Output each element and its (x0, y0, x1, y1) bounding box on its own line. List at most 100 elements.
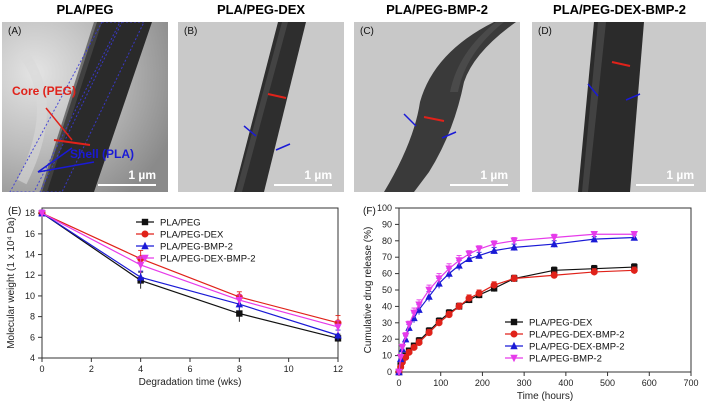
legend-label: PLA/PEG-DEX (529, 318, 593, 329)
data-point (455, 302, 463, 310)
y-tick-label: 100 (377, 203, 392, 213)
y-tick-label: 10 (382, 351, 392, 361)
data-point (395, 368, 403, 377)
y-axis-label: Cumulative drug release (%) (363, 227, 374, 354)
legend-marker (510, 354, 518, 363)
x-tick-label: 500 (600, 378, 615, 388)
tem-image-a: (A) Core (PEG) Shell (PLA) 1 µm (2, 22, 168, 192)
series-line (41, 212, 339, 339)
legend-label: PLA/PEG-DEX-BMP-2 (160, 254, 256, 265)
legend-label: PLA/PEG-BMP-2 (529, 354, 602, 365)
x-tick-label: 300 (517, 378, 532, 388)
x-tick-label: 2 (89, 364, 94, 374)
x-tick-label: 400 (558, 378, 573, 388)
legend-marker (510, 318, 518, 326)
data-point (410, 309, 418, 318)
y-tick-label: 70 (382, 252, 392, 262)
y-tick-label: 20 (382, 334, 392, 344)
x-tick-label: 8 (237, 364, 242, 374)
panel-label: (F) (363, 206, 376, 217)
legend-label: PLA/PEG-BMP-2 (160, 242, 233, 253)
data-point (435, 275, 443, 283)
y-tick-label: 14 (25, 250, 35, 260)
y-tick-label: 12 (25, 270, 35, 280)
panel-label-c: (C) (360, 26, 374, 37)
scale-label-a: 1 µm (128, 168, 156, 182)
data-point (396, 354, 405, 362)
x-tick-label: 600 (642, 378, 657, 388)
panel-label-d: (D) (538, 26, 552, 37)
data-point (590, 234, 598, 243)
x-tick-label: 100 (433, 378, 448, 388)
data-point (465, 254, 473, 263)
data-point (510, 237, 518, 245)
data-point (445, 265, 453, 273)
legend-label: PLA/PEG-DEX-BMP-2 (529, 342, 625, 353)
legend-label: PLA/PEG (160, 218, 201, 229)
y-tick-label: 90 (382, 219, 392, 229)
y-tick-label: 10 (25, 291, 35, 301)
y-tick-label: 60 (382, 269, 392, 279)
chart-e-svg: (E) 0 2 4 6 8 10 12 4 6 8 10 12 14 16 18 Degradation tim… (6, 206, 343, 388)
data-point (550, 234, 558, 242)
data-point (398, 344, 407, 352)
y-tick-label: 30 (382, 318, 392, 328)
data-point (455, 257, 463, 265)
y-tick-label: 6 (30, 332, 35, 342)
chart-f-svg: (F) 0 100 200 300 400 500 600 700 0 10 20 30 40 50 60 70… (363, 203, 699, 402)
data-point (38, 209, 46, 218)
x-tick-label: 0 (396, 378, 401, 388)
data-point (401, 332, 410, 341)
data-point (136, 273, 145, 281)
x-tick-label: 4 (138, 364, 143, 374)
panel-title-b: PLA/PEG-DEX (216, 2, 306, 17)
data-point (510, 275, 518, 283)
data-point (435, 319, 443, 327)
data-point (475, 289, 483, 297)
y-tick-label: 8 (30, 312, 35, 322)
x-tick-label: 200 (475, 378, 490, 388)
tem-image-b: (B) 1 µm (178, 22, 344, 192)
series-line (41, 212, 339, 324)
data-point (402, 353, 410, 361)
legend-marker (141, 241, 149, 250)
panel-title-d: PLA/PEG-DEX-BMP-2 (553, 2, 686, 17)
panel-label-a: (A) (8, 26, 22, 37)
data-point (445, 311, 453, 319)
scale-label-d: 1 µm (666, 168, 694, 182)
data-point (510, 243, 518, 251)
x-axis-label: Time (hours) (517, 391, 573, 402)
y-tick-label: 80 (382, 236, 392, 246)
y-tick-label: 0 (387, 367, 392, 377)
tem-image-d: (D) 1 µm (532, 22, 706, 192)
x-tick-label: 700 (683, 378, 698, 388)
scale-label-b: 1 µm (304, 168, 332, 182)
x-tick-label: 0 (39, 364, 44, 374)
data-point (425, 329, 433, 337)
data-point (465, 250, 473, 259)
core-annotation: Core (PEG) (12, 84, 77, 98)
data-point (550, 271, 558, 279)
panel-label-b: (B) (184, 26, 198, 37)
data-point (590, 268, 598, 276)
scale-bar-b (274, 184, 332, 186)
legend-marker (510, 341, 518, 350)
x-tick-label: 12 (333, 364, 343, 374)
data-point (425, 292, 433, 300)
series-line (41, 212, 339, 328)
data-point (334, 331, 342, 339)
series-line (41, 212, 339, 336)
y-tick-label: 18 (25, 208, 35, 218)
data-point (405, 348, 413, 356)
data-point (405, 321, 413, 329)
data-point (475, 251, 483, 259)
legend-marker (510, 330, 518, 338)
data-point (136, 261, 145, 270)
legend-marker (141, 254, 149, 263)
x-tick-label: 6 (187, 364, 192, 374)
panel-title-a: PLA/PEG (56, 2, 114, 17)
y-tick-label: 50 (382, 285, 392, 295)
data-point (334, 323, 342, 332)
scale-label-c: 1 µm (480, 168, 508, 182)
scale-bar-d (636, 184, 694, 186)
